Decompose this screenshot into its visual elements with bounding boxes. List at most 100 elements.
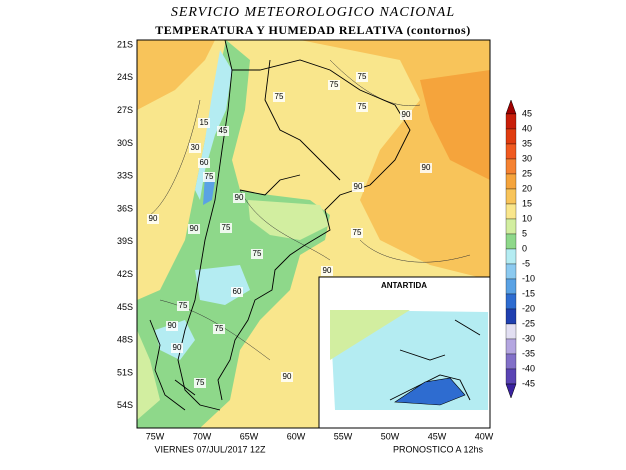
- contour-label: 60: [233, 287, 242, 296]
- colorbar-label: -5: [522, 258, 530, 268]
- colorbar-band: [505, 218, 517, 235]
- contour-label-bg: [281, 372, 293, 382]
- colorbar-band: [505, 143, 517, 160]
- lat-label: 36S: [117, 203, 133, 213]
- colorbar-band: [505, 233, 517, 250]
- contour-label: 90: [354, 182, 363, 191]
- colorbar-band: [505, 188, 517, 205]
- contour-label-bg: [352, 182, 364, 192]
- contour-label-bg: [188, 224, 200, 234]
- contour-label-bg: [217, 126, 229, 136]
- contour-label: 75: [222, 223, 231, 232]
- colorbar-label: 0: [522, 243, 527, 253]
- colorbar-arrow: [505, 383, 517, 399]
- colorbar-arrow: [505, 99, 517, 115]
- contour-label: 45: [219, 126, 228, 135]
- colorbar-label: 15: [522, 198, 532, 208]
- contour-label-bg: [351, 228, 363, 238]
- contour-label: 90: [283, 372, 292, 381]
- colorbar-label: 40: [522, 123, 532, 133]
- contour-label-bg: [147, 214, 159, 224]
- contour-label: 90: [168, 321, 177, 330]
- colorbar-label: 5: [522, 228, 527, 238]
- lat-label: 51S: [117, 367, 133, 377]
- contour-label-bg: [203, 172, 215, 182]
- lat-label: 54S: [117, 400, 133, 410]
- contour-label: 15: [200, 118, 209, 127]
- contour-label-bg: [231, 287, 243, 297]
- colorbar-band: [505, 248, 517, 265]
- colorbar-label: -25: [522, 318, 535, 328]
- contour-label-bg: [220, 223, 232, 233]
- colorbar-label: -15: [522, 288, 535, 298]
- colorbar-band: [505, 323, 517, 340]
- contour-label: 75: [358, 72, 367, 81]
- lon-label: 45W: [428, 431, 447, 441]
- contour-label-bg: [233, 193, 245, 203]
- contour-label-bg: [198, 118, 210, 128]
- contour-label-bg: [420, 163, 432, 173]
- contour-label: 75: [253, 249, 262, 258]
- subtitle: TEMPERATURA Y HUMEDAD RELATIVA (contorno…: [155, 23, 470, 37]
- lat-label: 45S: [117, 302, 133, 312]
- lon-label: 70W: [193, 431, 212, 441]
- lon-label: 75W: [146, 431, 165, 441]
- contour-label: 75: [275, 92, 284, 101]
- colorbar-label: 45: [522, 108, 532, 118]
- colorbar-label: -20: [522, 303, 535, 313]
- contour-label-bg: [171, 343, 183, 353]
- contour-label-bg: [213, 324, 225, 334]
- inset-title: ANTARTIDA: [381, 281, 427, 290]
- colorbar-band: [505, 128, 517, 145]
- colorbar-label: -10: [522, 273, 535, 283]
- lat-label: 48S: [117, 335, 133, 345]
- contour-label-bg: [177, 301, 189, 311]
- antarctica-inset: [318, 276, 491, 429]
- colorbar-band: [505, 158, 517, 175]
- title: SERVICIO METEOROLOGICO NACIONAL: [171, 5, 455, 20]
- contour-label: 90: [235, 193, 244, 202]
- colorbar-label: 20: [522, 183, 532, 193]
- colorbar-label: 30: [522, 153, 532, 163]
- lon-label: 40W: [475, 431, 494, 441]
- contour-label: 75: [330, 80, 339, 89]
- date-label: VIERNES 07/JUL/2017 12Z: [154, 444, 266, 454]
- contour-label: 30: [191, 143, 200, 152]
- colorbar-band: [505, 308, 517, 325]
- colorbar-band: [505, 203, 517, 220]
- colorbar-band: [505, 368, 517, 385]
- colorbar-band: [505, 263, 517, 280]
- lat-label: 24S: [117, 72, 133, 82]
- lon-label: 55W: [334, 431, 353, 441]
- contour-label: 90: [422, 163, 431, 172]
- contour-label-bg: [328, 80, 340, 90]
- colorbar-band: [505, 278, 517, 295]
- lat-label: 33S: [117, 171, 133, 181]
- lat-label: 39S: [117, 236, 133, 246]
- contour-label-bg: [189, 143, 201, 153]
- colorbar-label: 25: [522, 168, 532, 178]
- contour-label-bg: [273, 92, 285, 102]
- lon-label: 50W: [381, 431, 400, 441]
- contour-label-bg: [166, 321, 178, 331]
- contour-label: 75: [196, 378, 205, 387]
- contour-label: 75: [205, 172, 214, 181]
- colorbar-band: [505, 338, 517, 355]
- contour-label-bg: [194, 378, 206, 388]
- contour-label-bg: [198, 158, 210, 168]
- lat-label: 42S: [117, 269, 133, 279]
- colorbar-label: 35: [522, 138, 532, 148]
- lat-label: 30S: [117, 138, 133, 148]
- colorbar-label: -45: [522, 378, 535, 388]
- contour-label: 90: [149, 214, 158, 223]
- lat-label: 21S: [117, 39, 133, 49]
- lon-label: 65W: [240, 431, 259, 441]
- contour-label-bg: [400, 110, 412, 120]
- forecast-label: PRONOSTICO A 12hs: [393, 444, 484, 454]
- colorbar-band: [505, 353, 517, 370]
- contour-label: 90: [323, 266, 332, 275]
- colorbar-band: [505, 293, 517, 310]
- colorbar-label: -40: [522, 363, 535, 373]
- contour-label: 75: [353, 228, 362, 237]
